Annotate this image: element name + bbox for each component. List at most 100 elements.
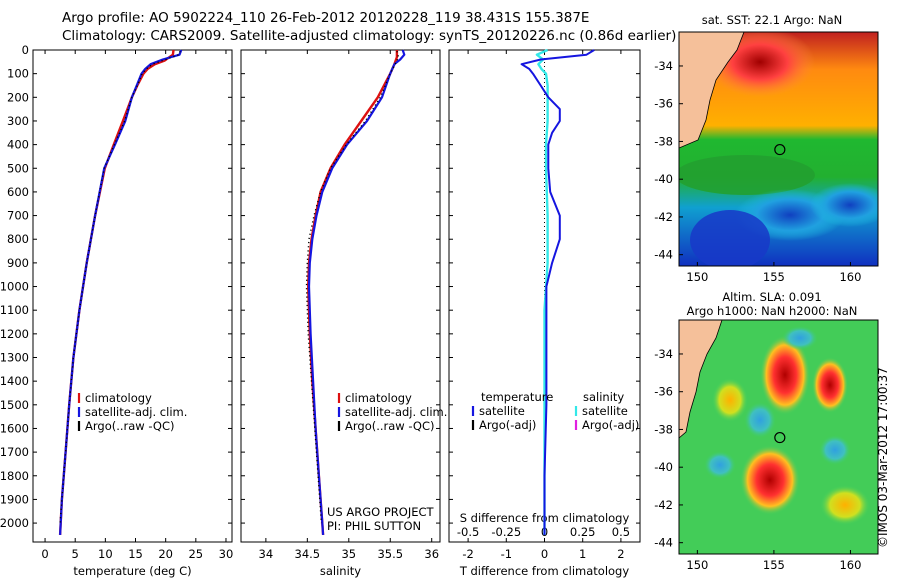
project-annotation: US ARGO PROJECT [327, 505, 435, 519]
legend-label: Argo(-adj) [479, 418, 536, 432]
legend-header-temperature: temperature [481, 390, 553, 404]
y-tick-label: 1000 [0, 280, 29, 294]
y-tick-label: 600 [7, 185, 29, 199]
sla-map: 150 155 160 -34 -36 -38 -40 -42 -44 Altim. SLA: … [654, 290, 879, 572]
y-tick-label: 200 [7, 90, 29, 104]
map-x-tick-label: 150 [686, 558, 708, 572]
s-tick-label: 0.25 [570, 525, 596, 539]
legend-label: Argo(-adj) [582, 418, 639, 432]
satellite-adj-line [59, 49, 183, 535]
map-x-tick-label: 155 [763, 270, 785, 284]
difference-panel: -2 -1 0 1 2 T difference from climatology -0.5… [448, 48, 641, 578]
x-tick-label: 34.5 [295, 547, 321, 561]
x-tick-label: 36 [424, 547, 439, 561]
x-tick-label: 1 [579, 547, 586, 561]
y-tick-label: 1400 [0, 374, 29, 388]
x-tick-label: -2 [462, 547, 473, 561]
argo-profile-line [305, 51, 400, 524]
map-y-tick-label: -36 [654, 97, 673, 111]
legend-header-salinity: salinity [583, 390, 624, 404]
sla-low-anomaly [819, 435, 851, 465]
map-y-tick-label: -42 [654, 498, 673, 512]
figure-title-line1: Argo profile: AO 5902224_110 26-Feb-2012… [62, 10, 590, 26]
map-x-tick-label: 150 [686, 270, 708, 284]
x-tick-label: 5 [72, 547, 79, 561]
y-tick-label: 300 [7, 114, 29, 128]
sla-map-axes: 150 155 160 -34 -36 -38 -40 -42 -44 [654, 347, 861, 572]
map-y-tick-label: -34 [654, 347, 673, 361]
sla-argo-position-marker [774, 431, 786, 444]
sst-deep-blue [690, 210, 770, 266]
y-tick-label: 1700 [0, 445, 29, 459]
y-tick-label: 1500 [0, 398, 29, 412]
y-tick-label: 900 [7, 256, 29, 270]
sst-map-frame [678, 31, 879, 267]
figure-title-line2: Climatology: CARS2009. Satellite-adjuste… [62, 28, 677, 44]
s-tick-label: 0.5 [612, 525, 630, 539]
climatology-line [58, 49, 175, 535]
x-tick-label: 0 [41, 547, 48, 561]
legend-label: climatology [85, 391, 152, 405]
y-tick-label: 700 [7, 209, 29, 223]
sst-cool-patch [810, 183, 878, 227]
s-tick-label: -0.5 [457, 525, 479, 539]
y-tick-label: 1800 [0, 469, 29, 483]
legend-label: satellite [479, 404, 525, 418]
x-axis-label: T difference from climatology [459, 564, 630, 578]
y-tick-label: 1100 [0, 303, 29, 317]
t-satellite-line [520, 49, 595, 535]
y-tick-label: 1900 [0, 492, 29, 506]
climatology-line [307, 50, 399, 535]
temperature-panel: 0 100 200 300 400 500 600 700 800 900 1000 1100 1200… [0, 43, 233, 578]
map-y-tick-label: -44 [654, 536, 673, 550]
y-tick-label: 500 [7, 161, 29, 175]
map-y-tick-label: -44 [654, 248, 673, 262]
y-tick-label: 400 [7, 138, 29, 152]
sla-map-frame [678, 319, 879, 555]
sla-low-anomaly [744, 402, 776, 438]
sst-green-band [679, 155, 815, 195]
legend-label: Argo(..raw -QC) [85, 419, 175, 433]
x-tick-label: 10 [98, 547, 113, 561]
map-x-tick-label: 160 [839, 558, 861, 572]
salinity-panel: 34 34.5 35 35.5 36 salinity climatologysatelli… [240, 49, 447, 578]
map-y-tick-label: -38 [654, 422, 673, 436]
x-tick-label: -1 [501, 547, 512, 561]
legend-label: Argo(..raw -QC) [345, 419, 435, 433]
plot-frame [32, 49, 233, 543]
y-tick-label: 100 [7, 67, 29, 81]
sst-coastline [679, 32, 745, 149]
sla-low-anomaly [782, 326, 818, 350]
sst-map-axes: 150 155 160 -34 -36 -38 -40 -42 -44 [654, 59, 861, 284]
sla-low-anomaly [704, 451, 736, 479]
y-tick-label: 1600 [0, 421, 29, 435]
x-tick-label: 25 [188, 547, 203, 561]
y-tick-label: 1300 [0, 351, 29, 365]
argo-profile-line [59, 50, 181, 524]
sla-map-title-line2: Argo h1000: NaN h2000: NaN [687, 304, 858, 318]
sla-high-anomaly [760, 335, 810, 415]
x-tick-label: 15 [128, 547, 143, 561]
sst-map-title: sat. SST: 22.1 Argo: NaN [702, 13, 843, 27]
sla-high-anomaly [812, 357, 848, 413]
x-tick-label: 2 [617, 547, 624, 561]
s-tick-label: -0.25 [491, 525, 521, 539]
y-tick-label: 800 [7, 232, 29, 246]
sst-land-mask [679, 32, 744, 148]
x-tick-label: 20 [158, 547, 173, 561]
map-x-tick-label: 155 [763, 558, 785, 572]
map-y-tick-label: -40 [654, 460, 673, 474]
x-tick-label: 35.5 [377, 547, 403, 561]
sla-land-mask [679, 320, 722, 438]
plot-frame [240, 49, 441, 543]
s-satellite-line [535, 48, 549, 535]
x-axis-label: temperature (deg C) [73, 564, 191, 578]
sst-map: 150 155 160 -34 -36 -38 -40 -42 -44 sat. SST: 22… [654, 13, 879, 284]
y-tick-label: 1200 [0, 327, 29, 341]
map-y-tick-label: -34 [654, 59, 673, 73]
x-tick-label: 0 [541, 547, 548, 561]
x-axis-label: salinity [320, 564, 361, 578]
x-tick-label: 30 [219, 547, 234, 561]
map-y-tick-label: -38 [654, 134, 673, 148]
